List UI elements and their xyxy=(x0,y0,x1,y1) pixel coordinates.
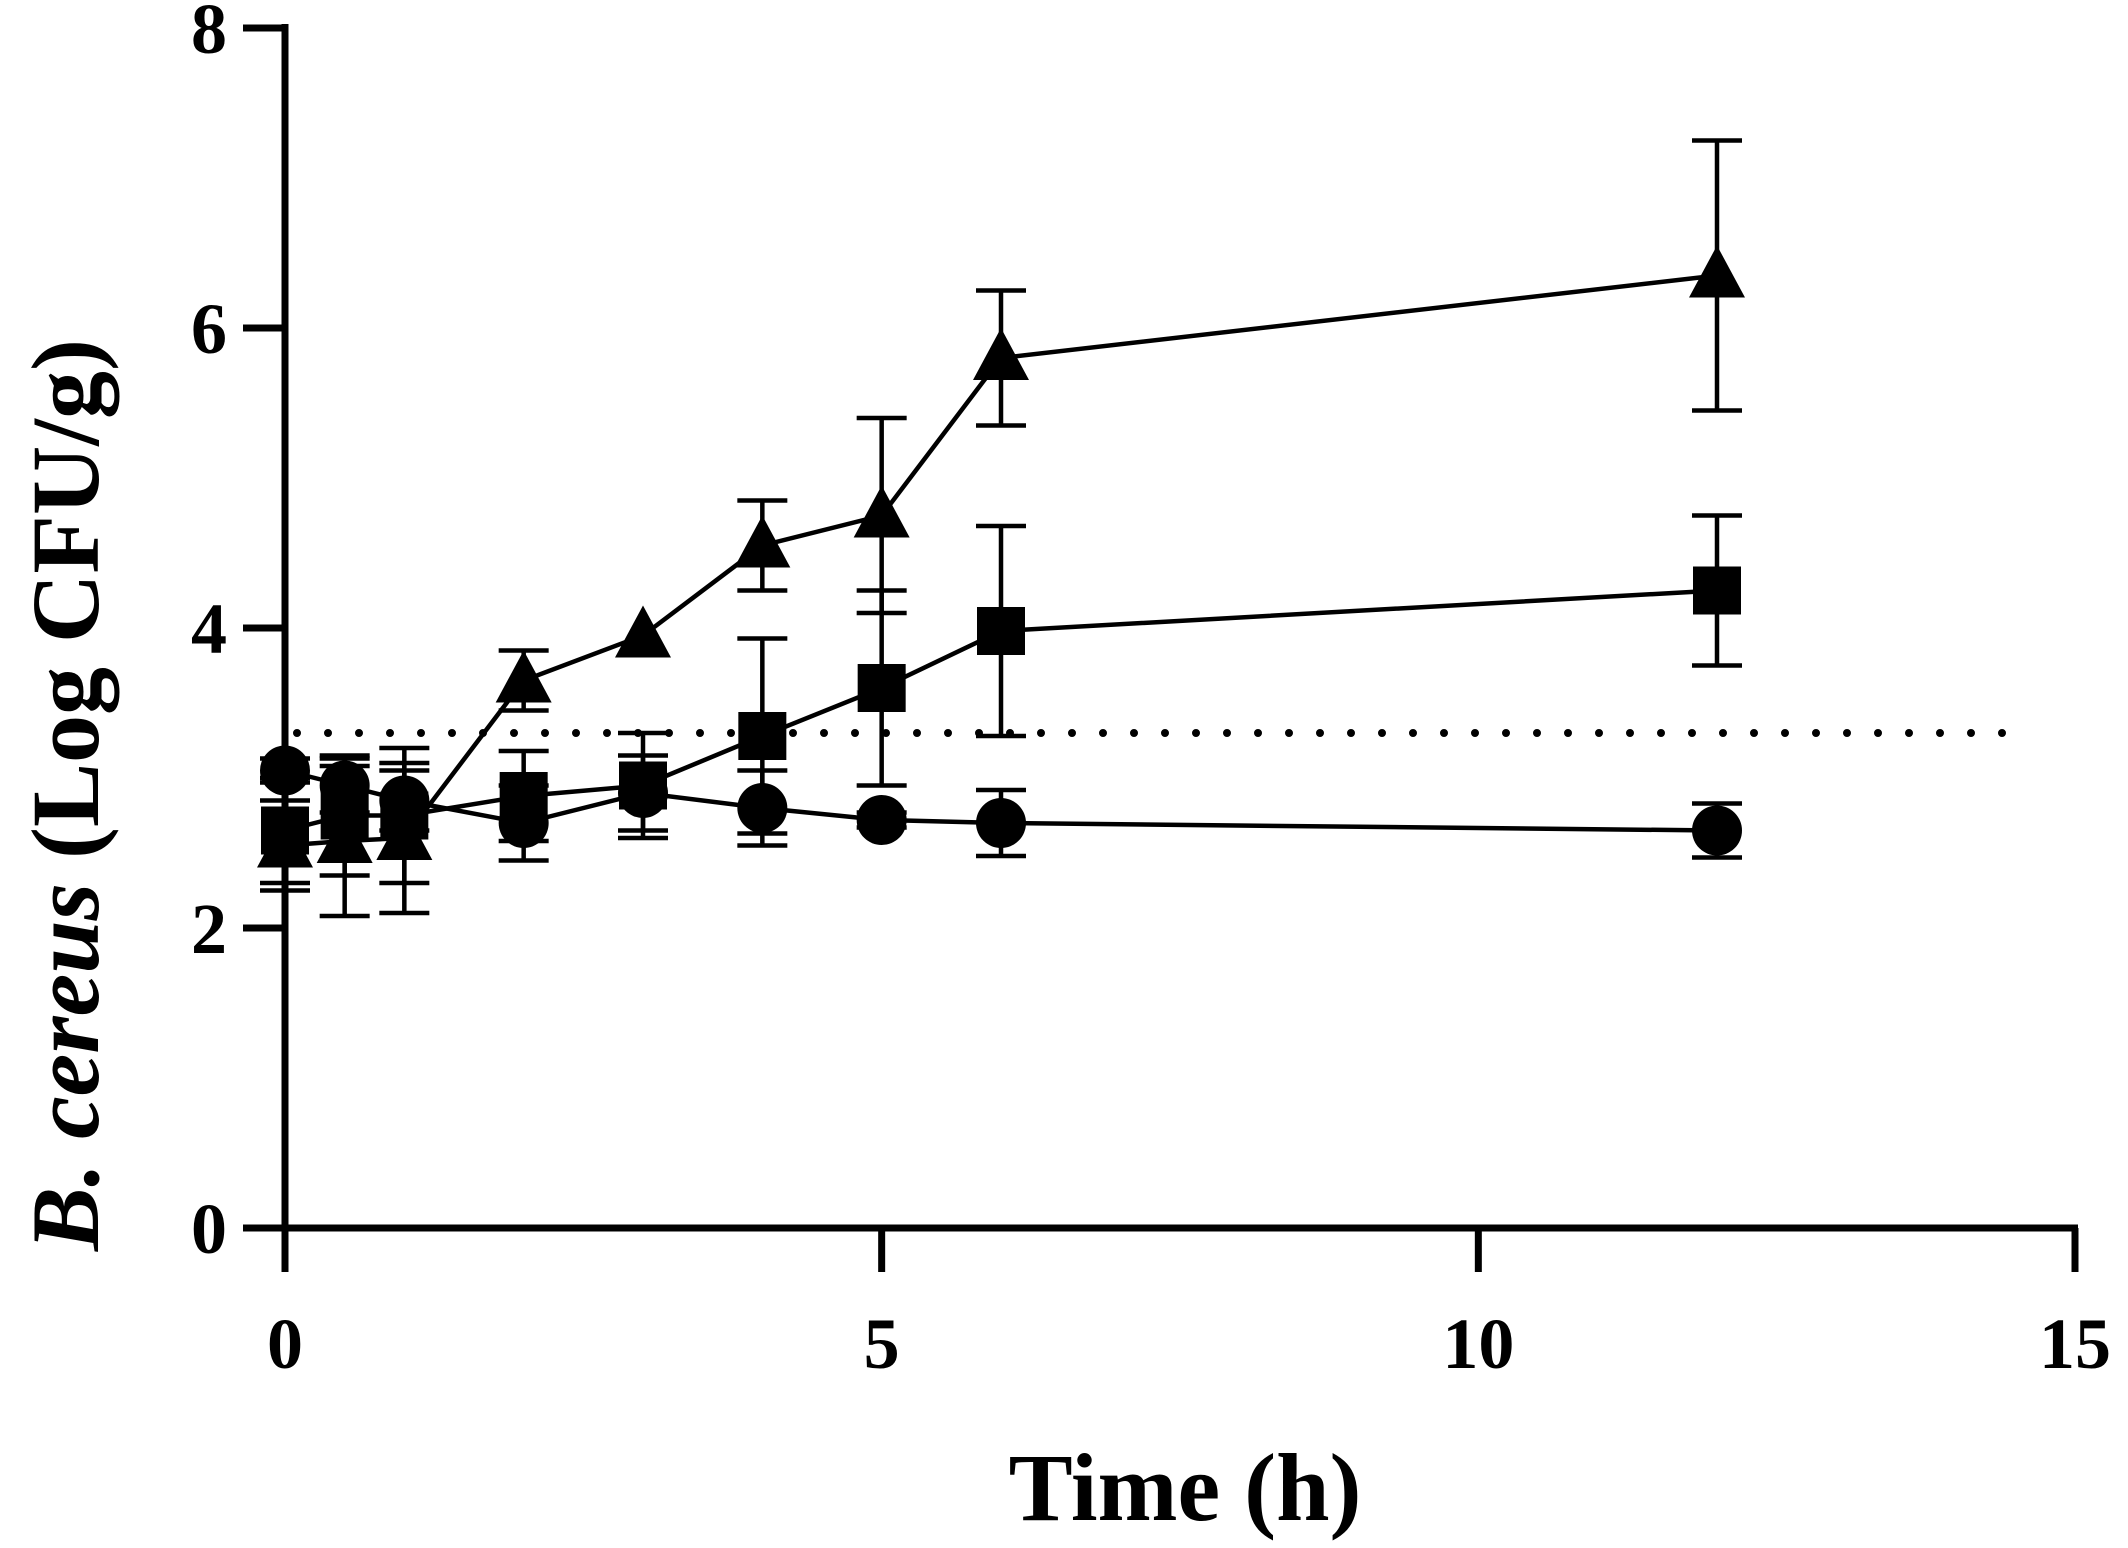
data-point-square xyxy=(619,761,667,810)
data-point-circle xyxy=(1692,805,1742,856)
y-axis-title-organism: B. cereus xyxy=(12,883,119,1252)
data-point-square xyxy=(1693,566,1741,615)
x-axis-title: Time (h) xyxy=(1009,1434,1362,1541)
y-tick-label-4: 4 xyxy=(191,589,227,669)
data-point-triangle xyxy=(376,808,433,860)
data-point-triangle xyxy=(1689,245,1745,298)
series-layer xyxy=(257,138,1745,919)
x-tick-label-5: 5 xyxy=(864,1304,900,1384)
data-point-triangle xyxy=(615,605,671,658)
data-point-square xyxy=(499,772,548,820)
y-tick-label-2: 2 xyxy=(191,889,227,969)
data-point-triangle xyxy=(316,811,373,863)
data-point-circle xyxy=(976,798,1026,848)
data-point-square xyxy=(977,607,1025,655)
x-tick-label-10: 10 xyxy=(1442,1304,1514,1384)
y-axis-title-unit: (Log CFU/g) xyxy=(12,339,119,883)
labels-layer: 0 2 4 6 8 0 5 10 15 xyxy=(191,0,2111,1384)
axes-layer xyxy=(243,24,2079,1272)
y-tick-label-6: 6 xyxy=(191,289,227,369)
y-tick-label-0: 0 xyxy=(191,1189,227,1269)
y-axis-title: B. cereus (Log CFU/g) xyxy=(12,339,119,1252)
data-point-square xyxy=(857,664,906,712)
data-point-triangle xyxy=(973,328,1029,380)
data-point-triangle xyxy=(734,515,791,568)
data-point-triangle xyxy=(495,650,552,703)
y-tick-label-8: 8 xyxy=(191,0,227,69)
data-point-circle xyxy=(856,795,907,845)
x-tick-label-15: 15 xyxy=(2039,1304,2111,1384)
data-point-triangle xyxy=(853,485,910,538)
x-tick-label-0: 0 xyxy=(267,1304,303,1384)
data-point-square xyxy=(738,712,787,760)
